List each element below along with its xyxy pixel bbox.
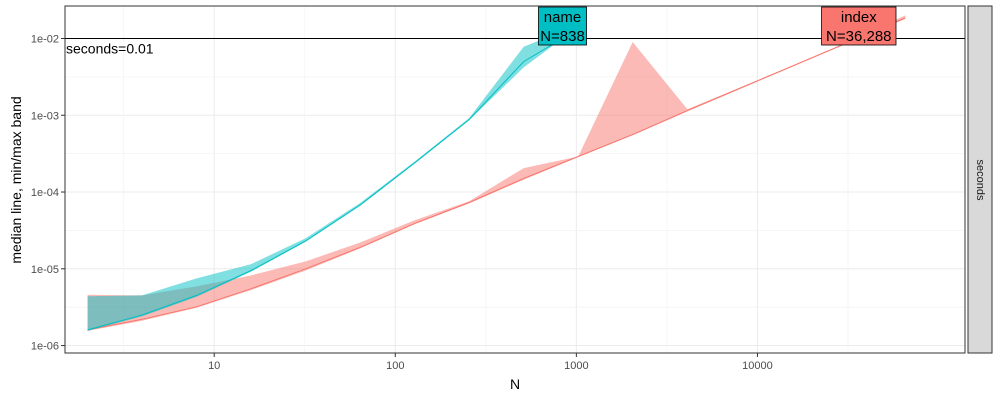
y-axis-title: median line, min/max band — [8, 96, 24, 263]
facet-strip — [967, 5, 993, 354]
series-layer — [87, 15, 906, 331]
y-tick-label: 1e-02 — [31, 33, 59, 45]
x-tick-label: 1000 — [564, 360, 588, 372]
band-name — [87, 31, 563, 331]
label-n-name: N=838 — [540, 28, 585, 45]
label-index: index N=36,288 — [821, 6, 897, 46]
x-axis-title: N — [510, 376, 520, 392]
y-tick-label: 1e-04 — [31, 187, 59, 199]
series-labels: name N=838 index N=36,288 — [538, 6, 897, 46]
series-name — [87, 31, 563, 331]
x-axis: 10 100 1000 10000 — [208, 353, 773, 372]
label-name-index: index — [841, 9, 877, 26]
y-axis: 1e-06 1e-05 1e-04 1e-03 1e-02 — [31, 33, 65, 353]
label-box-name — [538, 6, 587, 46]
x-tick-label: 100 — [386, 360, 404, 372]
label-name-name: name — [544, 9, 582, 26]
y-tick-label: 1e-03 — [31, 110, 59, 122]
y-tick-label: 1e-05 — [31, 264, 59, 276]
facet-strip-label: seconds — [974, 160, 986, 201]
reference-line: seconds=0.01 — [65, 37, 965, 56]
panel-border — [64, 5, 966, 354]
hline-label: seconds=0.01 — [66, 40, 154, 56]
median-line-index — [87, 17, 906, 331]
label-n-index: N=36,288 — [826, 28, 891, 45]
x-tick-label: 10000 — [742, 360, 773, 372]
label-box-index — [821, 6, 897, 46]
y-tick-label: 1e-06 — [31, 341, 59, 353]
x-tick-label: 10 — [208, 360, 220, 372]
median-line-name — [87, 38, 563, 331]
label-name: name N=838 — [538, 6, 587, 46]
